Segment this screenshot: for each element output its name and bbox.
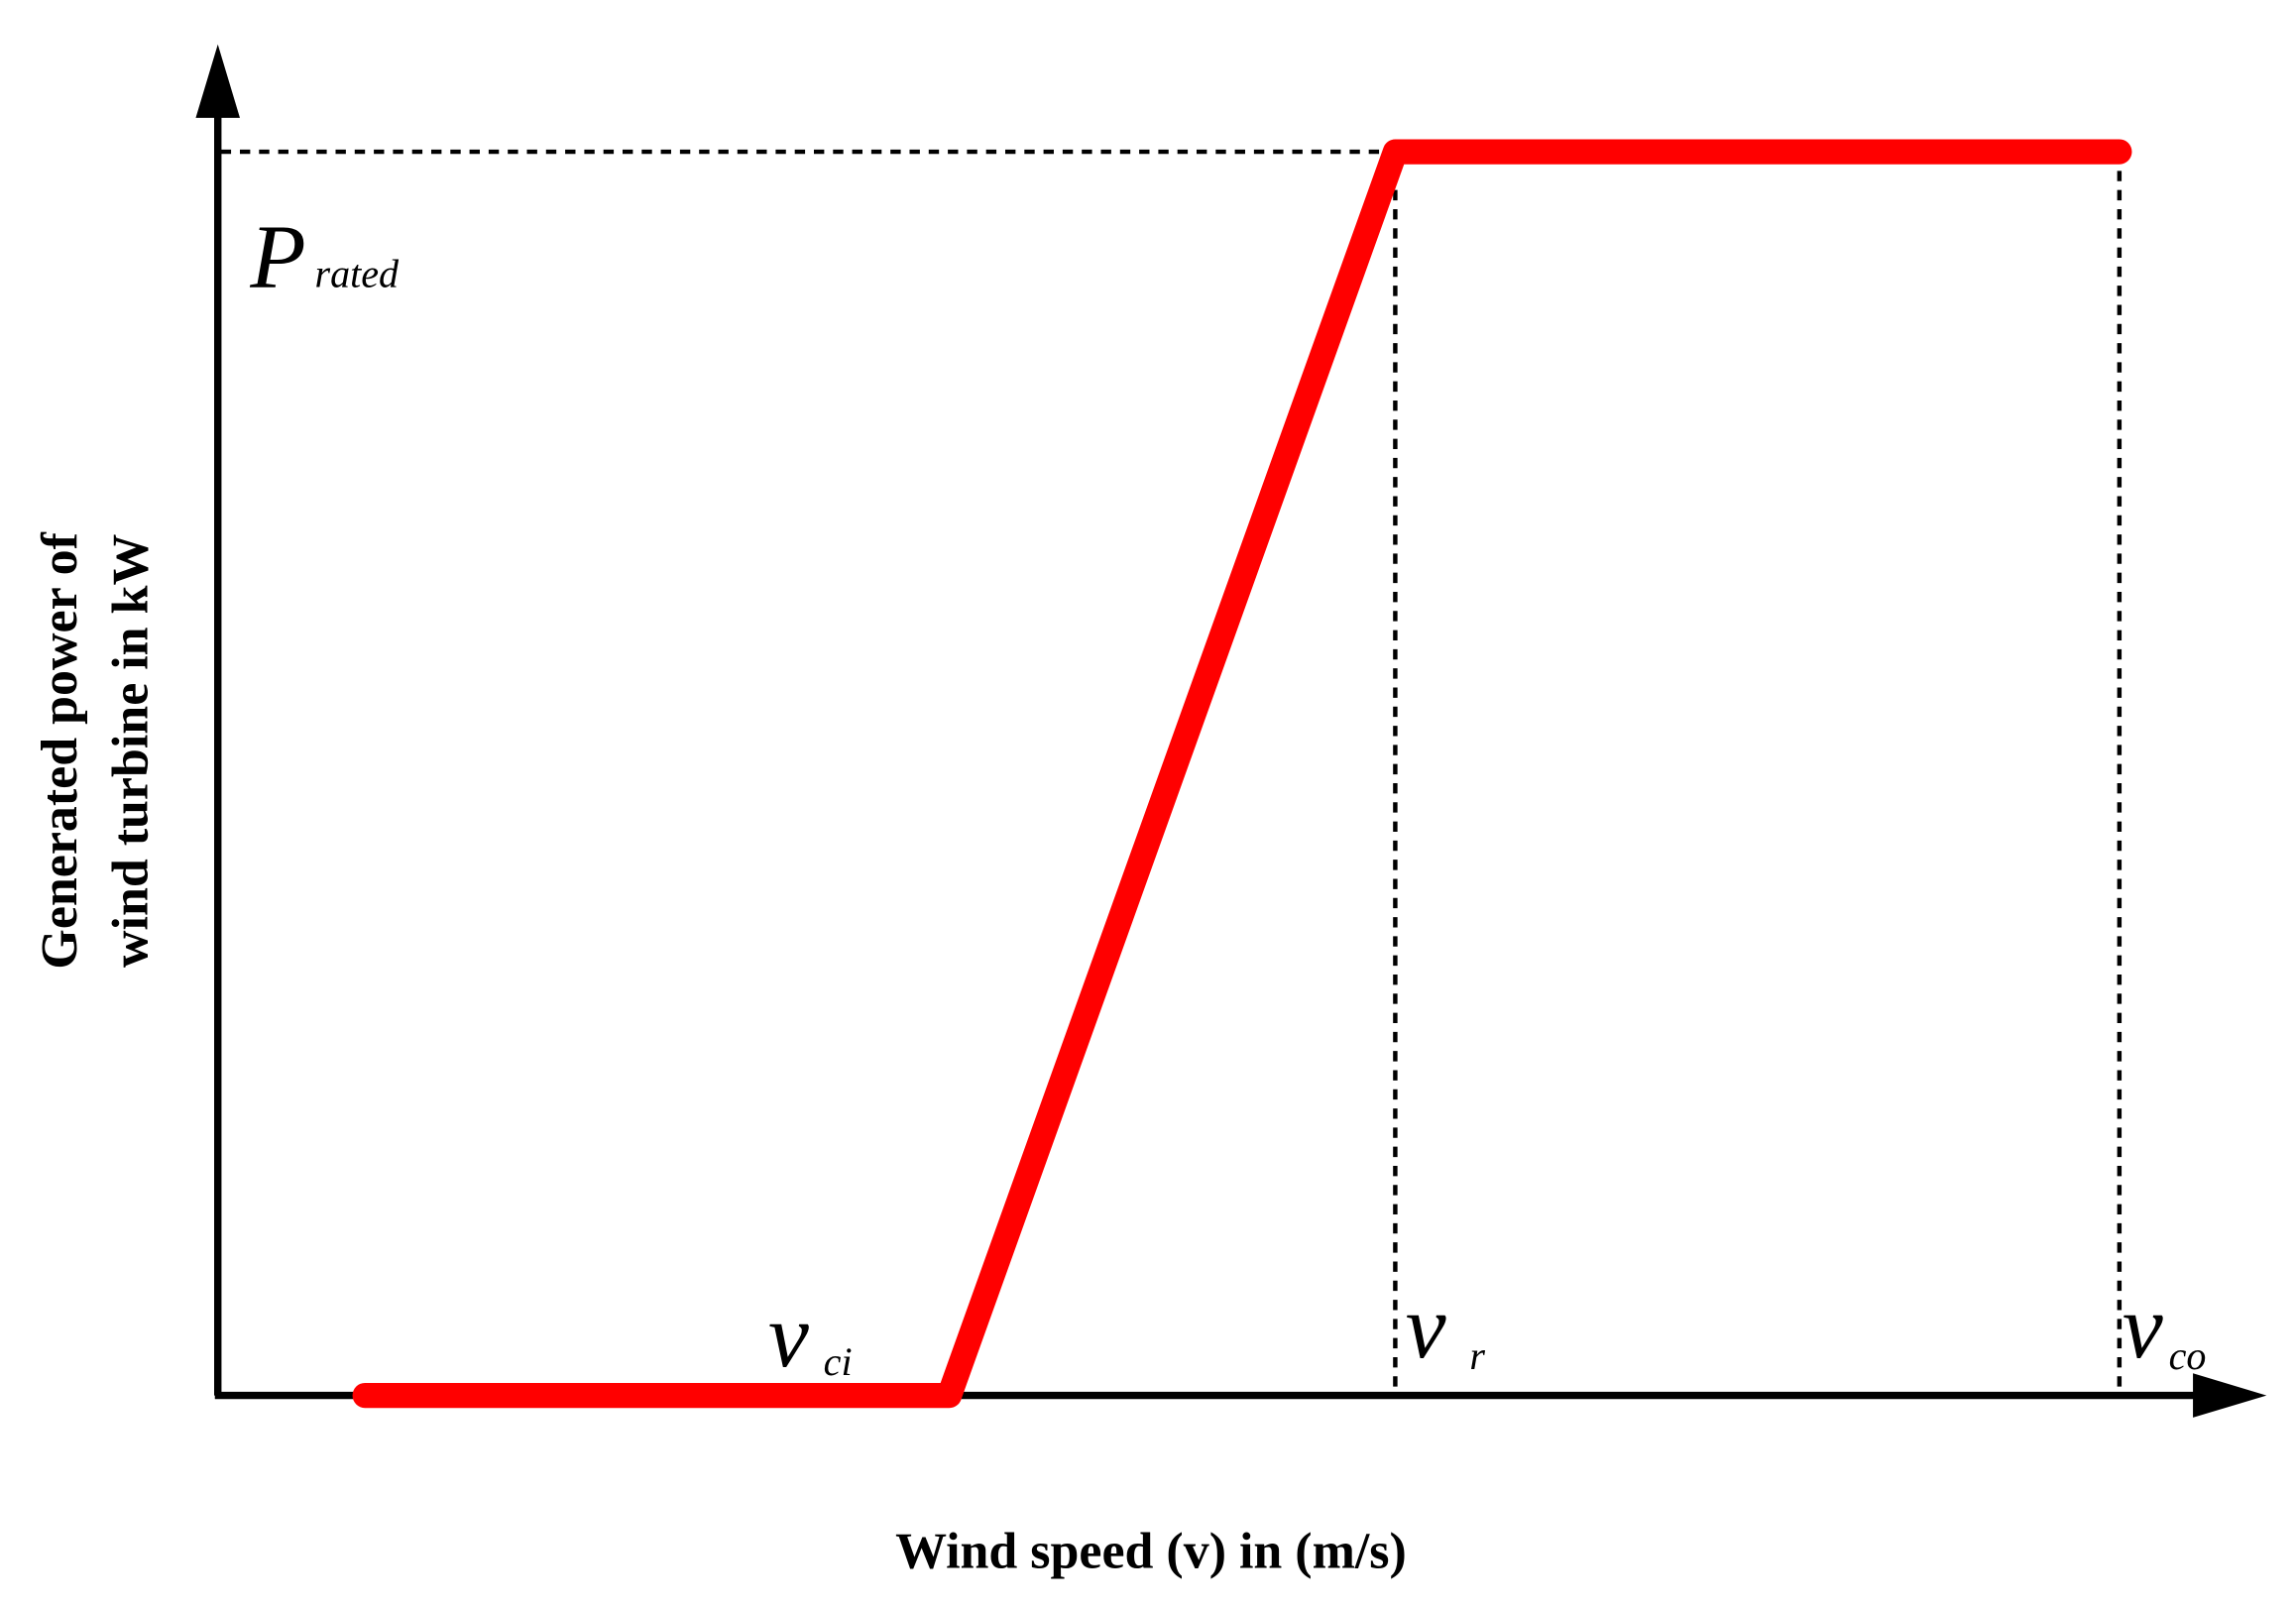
y-axis-label-1: Generated power of [32,531,88,969]
guides [220,149,2123,1393]
v-ci-label: v ci [768,1285,853,1386]
x-axis-label: Wind speed (v) in (m/s) [895,1523,1407,1579]
y-arrow [195,44,240,118]
v-co-label: v co [2123,1276,2207,1378]
power-curve [352,139,2132,1409]
y-axis-label-2: wind turbine in kW [102,534,159,968]
x-arrow [2193,1373,2267,1418]
